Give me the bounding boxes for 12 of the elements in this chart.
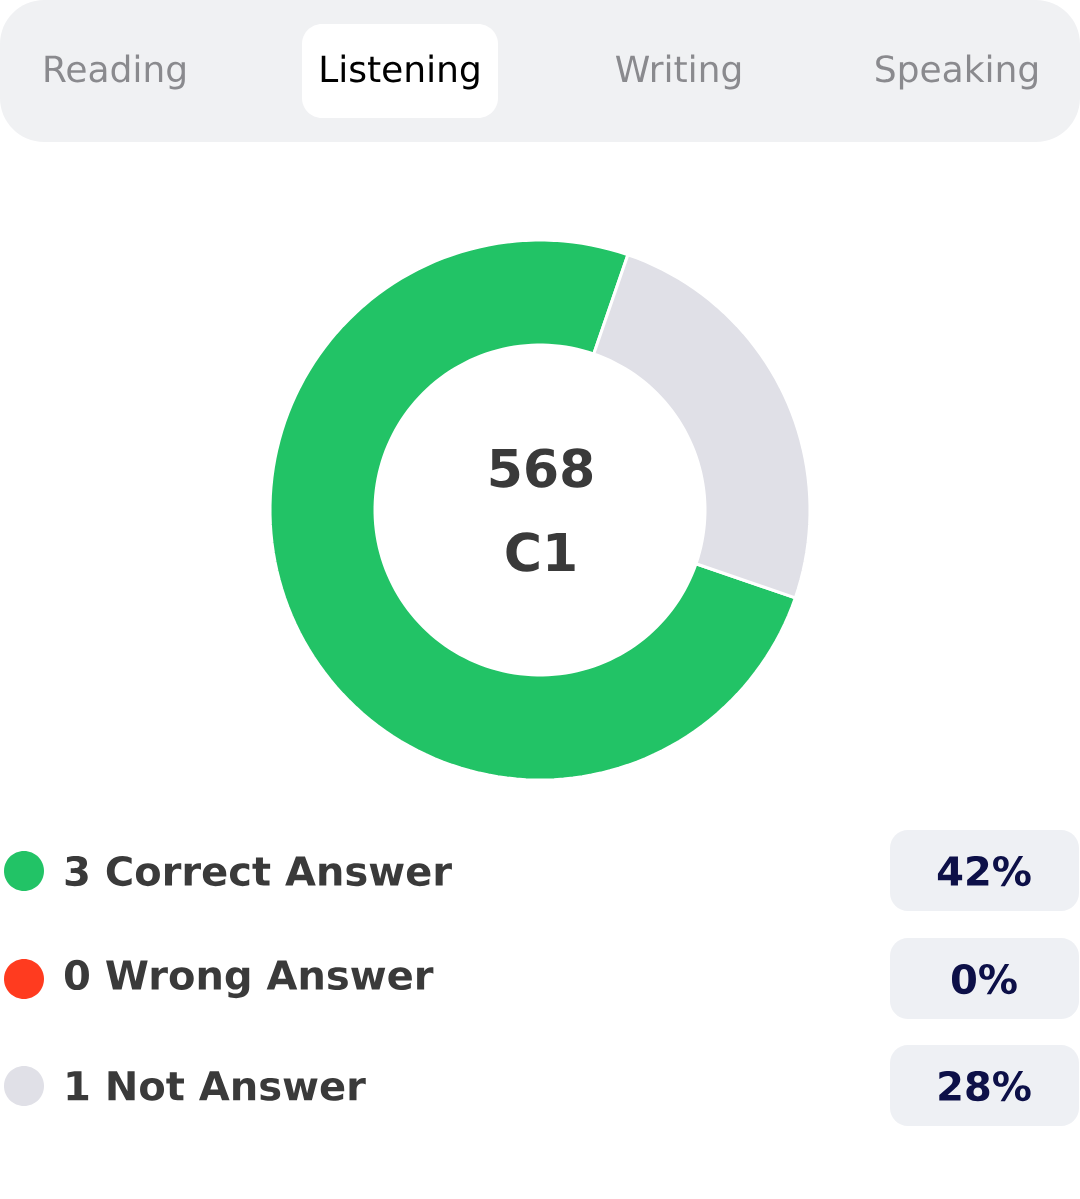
text: Reading [45,54,185,90]
text: 568 [490,448,593,488]
legend-label: 0 Wrong Answer [64,959,434,999]
legend-label: 3 Correct Answer [65,855,452,887]
text: Writing [615,54,741,90]
legend-label: 1 Not Answer [67,1071,366,1101]
text: 28% [939,1070,1031,1102]
text: C1 [506,532,575,572]
text: Listening [321,54,479,90]
text: Speaking [876,54,1037,90]
text: 42% [937,855,1031,887]
text: 0% [951,963,1017,995]
